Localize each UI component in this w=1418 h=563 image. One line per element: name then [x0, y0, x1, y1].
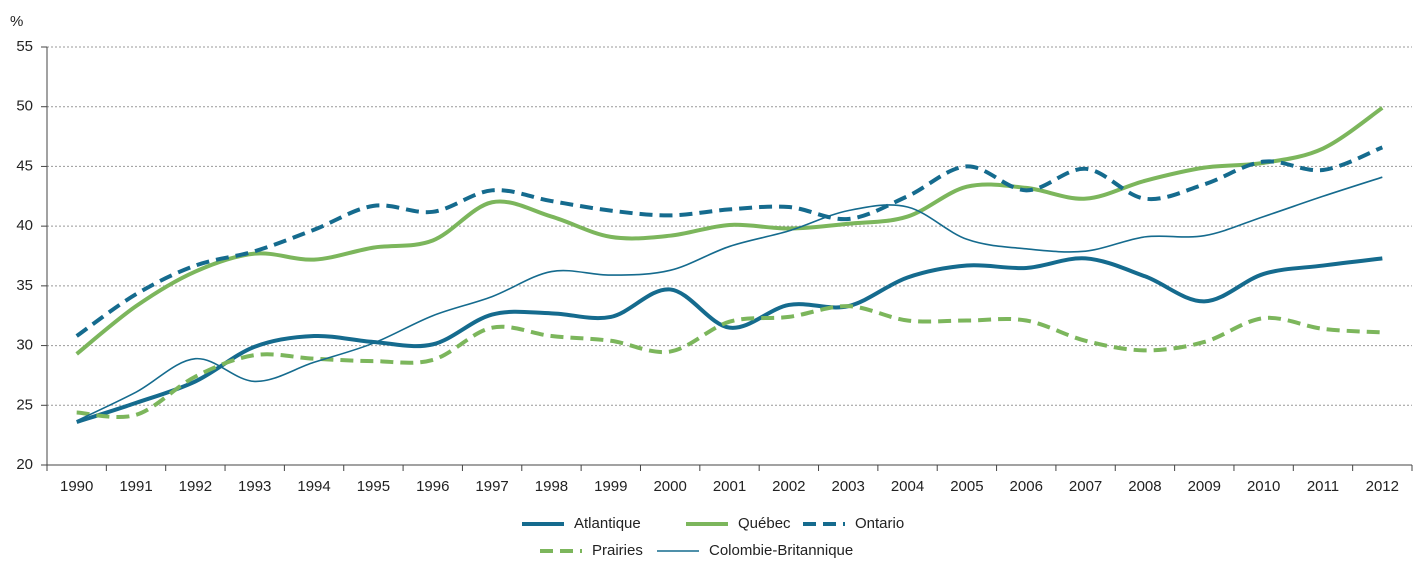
x-tick-label: 2008	[1128, 478, 1161, 495]
y-tick-label: 40	[16, 217, 33, 234]
x-tick-label: 2000	[653, 478, 686, 495]
y-tick-label: 30	[16, 337, 33, 354]
y-tick-label: 50	[16, 98, 33, 115]
series-line	[75, 106, 1384, 356]
series-line	[76, 256, 1383, 424]
y-tick-label: 25	[16, 396, 33, 413]
x-tick-label: 2004	[891, 478, 924, 495]
x-tick-label: 2007	[1069, 478, 1102, 495]
x-tick-label: 2003	[832, 478, 865, 495]
y-tick-label: 55	[16, 38, 33, 55]
x-tick-label: 2011	[1307, 478, 1339, 495]
y-tick-label: 35	[16, 277, 33, 294]
legend-label: Prairies	[592, 542, 643, 559]
x-tick-label: 1994	[297, 478, 330, 495]
x-tick-label: 1990	[60, 478, 93, 495]
x-tick-label: 2012	[1366, 478, 1399, 495]
x-tick-label: 2009	[1188, 478, 1221, 495]
x-tick-label: 1996	[416, 478, 449, 495]
x-tick-label: 2002	[772, 478, 805, 495]
x-tick-label: 2006	[1010, 478, 1043, 495]
x-tick-label: 1992	[179, 478, 212, 495]
legend-label: Atlantique	[574, 515, 641, 532]
series-line	[76, 176, 1383, 422]
x-tick-label: 2005	[950, 478, 983, 495]
series-line	[76, 304, 1383, 420]
x-tick-label: 1991	[119, 478, 152, 495]
x-tick-label: 1999	[594, 478, 627, 495]
legend-label: Colombie-Britannique	[709, 542, 853, 559]
x-tick-label: 1995	[357, 478, 390, 495]
x-tick-label: 1997	[475, 478, 508, 495]
x-tick-label: 2010	[1247, 478, 1280, 495]
y-axis-label: %	[10, 13, 23, 30]
x-tick-label: 1993	[238, 478, 271, 495]
legend-label: Québec	[738, 515, 791, 532]
y-tick-label: 45	[16, 157, 33, 174]
x-tick-label: 1998	[535, 478, 568, 495]
series-line	[75, 145, 1384, 338]
y-tick-label: 20	[16, 456, 33, 473]
legend-label: Ontario	[855, 515, 904, 532]
x-tick-label: 2001	[713, 478, 746, 495]
